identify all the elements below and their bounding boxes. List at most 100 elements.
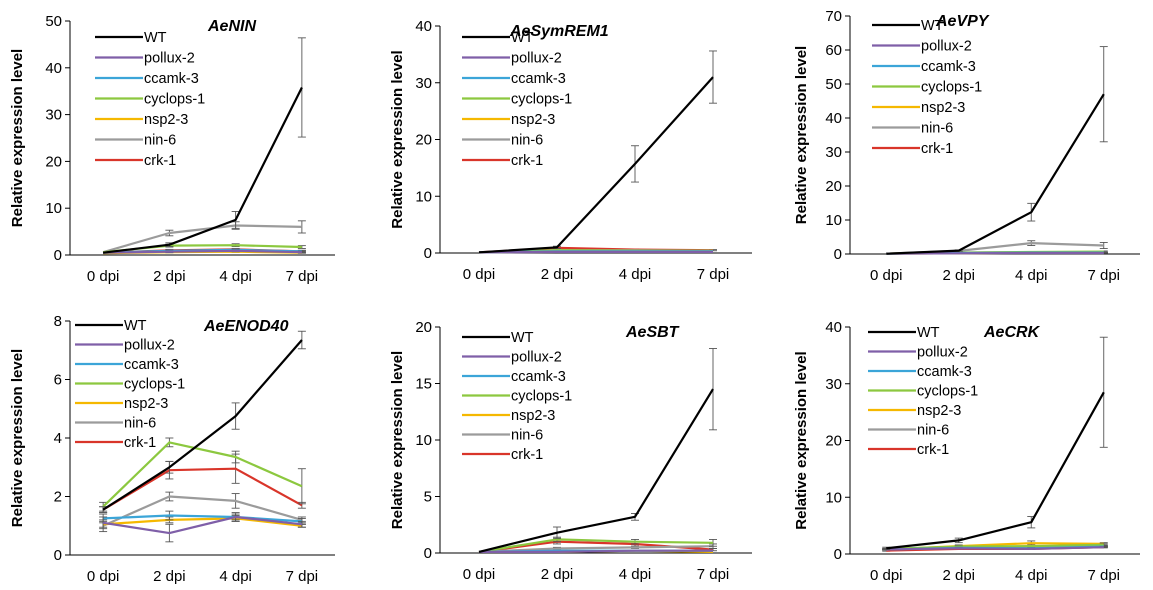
legend-label: pollux-2 — [917, 345, 968, 361]
legend-label: WT — [921, 18, 944, 34]
series-line-ccamk-3 — [103, 514, 302, 523]
legend-label: nin-6 — [144, 133, 176, 149]
series-line-crk-1 — [102, 467, 303, 511]
x-tick-label: 0 dpi — [870, 267, 903, 284]
legend-label: cyclops-1 — [917, 384, 978, 400]
x-tick-label: 4 dpi — [619, 266, 652, 283]
y-tick-label: 0 — [54, 247, 62, 264]
legend-label: crk-1 — [511, 447, 543, 463]
chart-panel-AeCRK: 0 10 20 30 40 0 dpi 2 dpi 4 dpi 7 dpi Relative ex… — [793, 319, 1140, 584]
y-tick-label: 40 — [415, 18, 432, 35]
legend-label: pollux-2 — [144, 51, 195, 67]
legend-label: nin-6 — [921, 121, 953, 137]
legend-label: nsp2-3 — [917, 403, 961, 419]
y-tick-label: 10 — [825, 212, 842, 229]
y-tick-label: 70 — [825, 8, 842, 25]
series-line-pollux-2 — [102, 515, 303, 535]
series-crk-1 — [99, 453, 306, 514]
y-tick-label: 40 — [825, 319, 842, 336]
x-tick-label: 0 dpi — [870, 567, 903, 584]
y-tick-label: 10 — [415, 432, 432, 449]
series-WT — [102, 37, 306, 254]
x-tick-label: 4 dpi — [1015, 567, 1048, 584]
y-tick-label: 5 — [424, 489, 432, 506]
legend: WT pollux-2 ccamk-3 cyclops-1 nsp2-3 nin-6 crk… — [75, 318, 185, 451]
legend-label: WT — [917, 325, 940, 341]
y-tick-label: 30 — [415, 75, 432, 92]
chart-title: AeSBT — [625, 324, 680, 341]
y-axis-label: Relative expression level — [9, 349, 26, 527]
series-line-cyclops-1 — [478, 538, 714, 553]
y-tick-label: 10 — [45, 200, 62, 217]
legend-label: nin-6 — [124, 416, 156, 432]
series-pollux-2 — [478, 250, 714, 254]
y-tick-label: 0 — [424, 245, 432, 262]
chart-panel-AeNIN: 0 10 20 30 40 50 0 dpi 2 dpi 4 dpi 7 dpi Relative … — [9, 13, 335, 285]
legend-label: cyclops-1 — [124, 377, 185, 393]
legend: WT pollux-2 ccamk-3 cyclops-1 nsp2-3 nin-6 crk… — [462, 30, 572, 169]
chart-title: AeNIN — [207, 18, 256, 35]
series-line-pollux-2 — [478, 250, 713, 254]
y-tick-label: 10 — [415, 188, 432, 205]
y-tick-label: 40 — [825, 110, 842, 127]
series-pollux-2 — [103, 249, 306, 254]
y-tick-label: 20 — [415, 319, 432, 336]
legend-label: WT — [511, 330, 534, 346]
series-line-nin-6 — [102, 495, 303, 527]
legend: WT pollux-2 ccamk-3 cyclops-1 nsp2-3 nin-6 crk… — [868, 325, 978, 458]
x-tick-label: 2 dpi — [541, 566, 574, 583]
chart-panel-AeVPY: 0 10 20 30 40 50 60 70 0 dpi 2 dpi 4 dpi 7 dpi Relat… — [793, 8, 1140, 284]
legend-label: nin-6 — [511, 133, 543, 149]
legend-label: WT — [124, 318, 147, 334]
chart-panel-AeSymREM1: 0 10 20 30 40 0 dpi 2 dpi 4 dpi 7 dpi Relative ex… — [389, 18, 752, 283]
y-tick-label: 2 — [54, 489, 62, 506]
x-tick-label: 4 dpi — [619, 566, 652, 583]
x-tick-label: 2 dpi — [153, 568, 186, 585]
series-pollux-2 — [99, 512, 306, 543]
y-tick-label: 4 — [54, 430, 62, 447]
x-tick-label: 7 dpi — [286, 268, 319, 285]
series-WT — [478, 348, 717, 553]
y-tick-label: 15 — [415, 376, 432, 393]
y-tick-label: 0 — [54, 547, 62, 564]
series-line-pollux-2 — [103, 249, 302, 254]
y-tick-label: 6 — [54, 372, 62, 389]
legend: WT pollux-2 ccamk-3 cyclops-1 nsp2-3 nin-6 crk… — [95, 30, 205, 169]
legend-label: cyclops-1 — [144, 92, 205, 108]
legend-label: ccamk-3 — [124, 357, 179, 373]
legend: WT pollux-2 ccamk-3 cyclops-1 nsp2-3 nin-6 crk… — [462, 330, 572, 463]
series-line-cyclops-1 — [102, 441, 303, 508]
y-tick-label: 8 — [54, 313, 62, 330]
y-tick-label: 10 — [825, 489, 842, 506]
series-pollux-2 — [478, 549, 714, 554]
x-tick-label: 7 dpi — [697, 566, 730, 583]
y-tick-label: 0 — [424, 545, 432, 562]
legend-label: ccamk-3 — [917, 364, 972, 380]
x-tick-label: 2 dpi — [942, 567, 975, 584]
legend-label: nin-6 — [511, 428, 543, 444]
y-tick-label: 20 — [45, 153, 62, 170]
legend-label: WT — [144, 30, 167, 46]
legend-label: ccamk-3 — [511, 71, 566, 87]
x-tick-label: 4 dpi — [219, 268, 252, 285]
y-tick-label: 0 — [834, 546, 842, 563]
x-tick-label: 0 dpi — [87, 568, 120, 585]
legend-label: crk-1 — [921, 141, 953, 157]
series-line-WT — [478, 76, 714, 254]
chart-panel-AeSBT: 0 5 10 15 20 0 dpi 2 dpi 4 dpi 7 dpi Relative exp… — [389, 319, 752, 583]
series-line-pollux-2 — [479, 549, 713, 554]
y-axis-label: Relative expression level — [9, 49, 26, 227]
x-tick-label: 0 dpi — [463, 566, 496, 583]
legend-label: ccamk-3 — [144, 71, 199, 87]
y-tick-label: 20 — [825, 178, 842, 195]
legend-label: pollux-2 — [511, 350, 562, 366]
legend-label: cyclops-1 — [511, 389, 572, 405]
chart-title: AeVPY — [935, 13, 990, 30]
legend-label: nsp2-3 — [144, 112, 188, 128]
legend-label: crk-1 — [917, 442, 949, 458]
series-cyclops-1 — [99, 437, 306, 512]
series-line-nsp2-3 — [103, 517, 303, 527]
x-tick-label: 7 dpi — [286, 568, 319, 585]
x-tick-label: 2 dpi — [153, 268, 186, 285]
